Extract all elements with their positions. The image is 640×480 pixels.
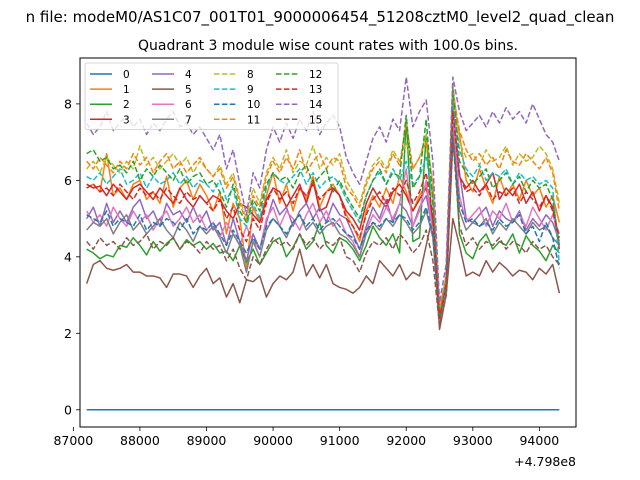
figure-suptitle: n file: modeM0/AS1C07_001T01_9000006454_… (26, 8, 615, 27)
series-line-4 (86, 106, 561, 319)
x-tick-label: 91000 (320, 433, 360, 448)
y-tick-label: 0 (64, 402, 72, 417)
series-line-9 (86, 99, 561, 315)
series-line-5 (85, 214, 561, 331)
legend-label-1: 1 (123, 84, 130, 96)
chart-title: Quadrant 3 module wise count rates with … (138, 38, 518, 54)
series-line-3 (86, 122, 561, 323)
legend-label-14: 14 (309, 99, 323, 111)
legend-frame (84, 62, 339, 130)
x-tick-label: 93000 (453, 433, 493, 448)
series-line-10 (86, 141, 561, 319)
x-axis: 87000 88000 89000 90000 91000 92000 93000 94000 (53, 427, 559, 448)
x-tick-label: 89000 (187, 433, 227, 448)
x-tick-label: 94000 (519, 433, 559, 448)
legend-label-15: 15 (309, 114, 322, 126)
series-line-15 (86, 137, 560, 327)
x-tick-label: 90000 (253, 433, 293, 448)
y-tick-label: 6 (64, 173, 72, 188)
legend-label-8: 8 (247, 69, 254, 81)
series-line-2 (86, 118, 560, 327)
legend-label-13: 13 (309, 84, 322, 96)
series-line-8 (86, 84, 561, 312)
lines-layer (85, 76, 561, 411)
series-line-13 (86, 110, 561, 319)
y-tick-label: 8 (64, 96, 72, 111)
series-line-12 (86, 87, 561, 319)
series-line-1 (86, 95, 561, 315)
x-tick-label: 92000 (386, 433, 426, 448)
series-line-11 (86, 91, 561, 312)
y-tick-label: 2 (64, 326, 72, 341)
legend-label-0: 0 (123, 69, 130, 81)
legend-label-7: 7 (185, 114, 192, 126)
x-tick-label: 87000 (53, 433, 93, 448)
legend-label-4: 4 (185, 69, 192, 81)
plot-area-frame (79, 57, 577, 428)
series-line-6 (86, 114, 561, 323)
x-offset-label: +4.798e8 (514, 454, 576, 469)
x-tick-label: 88000 (120, 433, 160, 448)
legend-label-12: 12 (309, 69, 322, 81)
y-tick-label: 4 (64, 249, 72, 264)
legend-label-2: 2 (123, 99, 130, 111)
legend-label-6: 6 (185, 99, 192, 111)
legend-label-9: 9 (247, 84, 254, 96)
legend-label-5: 5 (185, 84, 192, 96)
legend-label-11: 11 (247, 114, 260, 126)
y-axis: 0 2 4 6 8 (64, 96, 80, 417)
legend-label-10: 10 (247, 99, 260, 111)
legend-label-3: 3 (123, 114, 130, 126)
